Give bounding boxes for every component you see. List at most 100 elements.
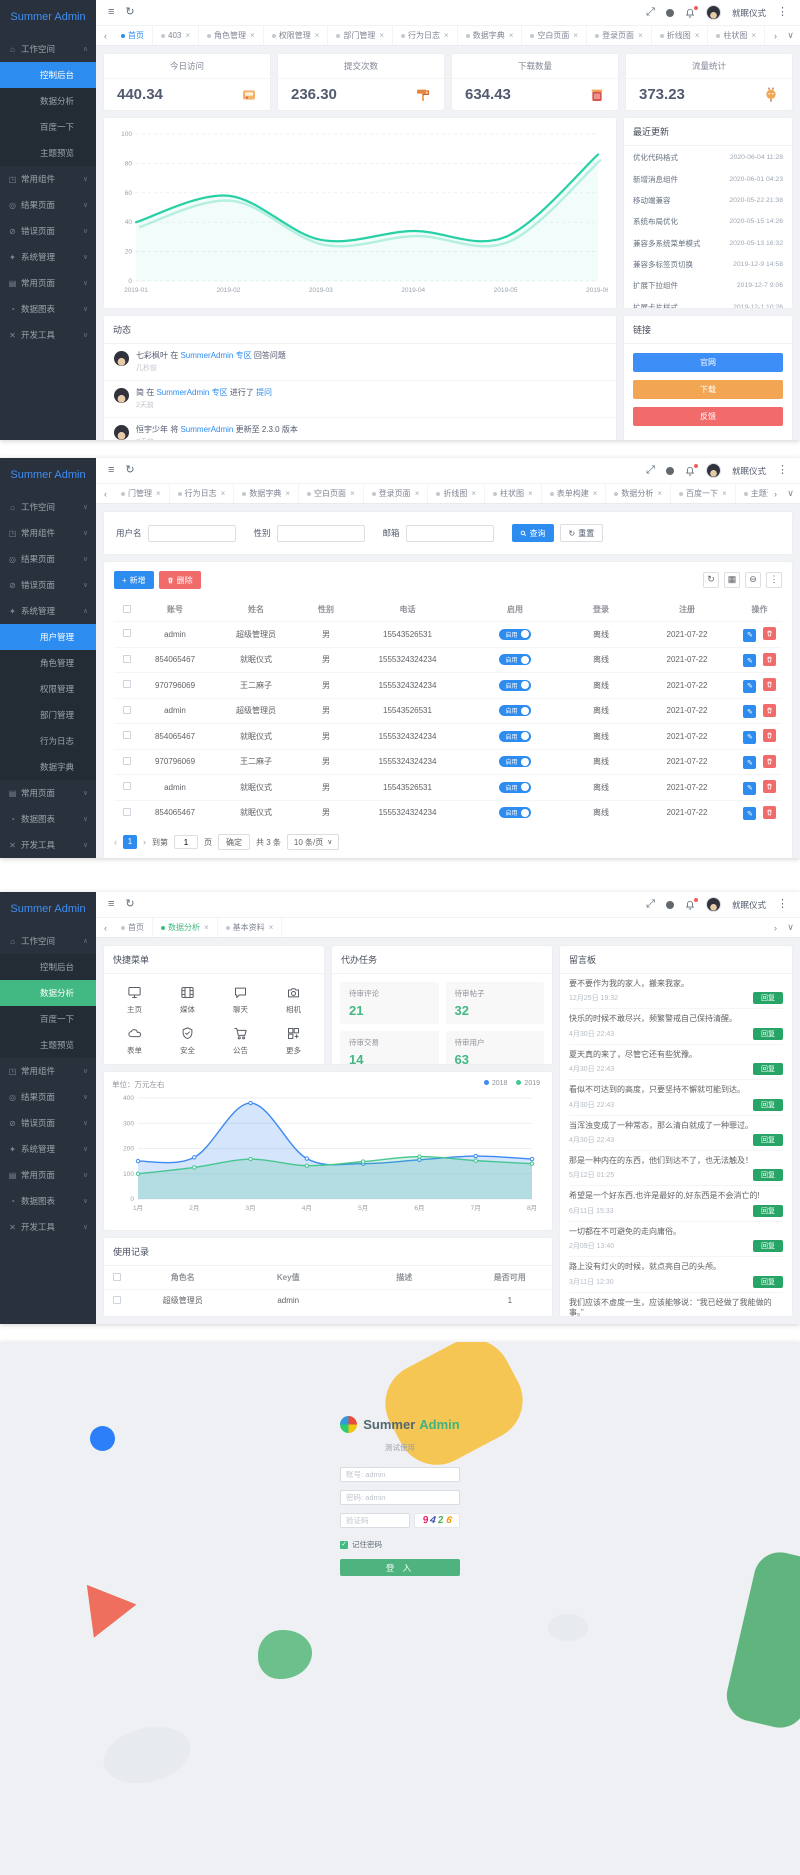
tab[interactable]: 表单构建 ×: [542, 484, 607, 503]
tab-close-icon[interactable]: ×: [204, 923, 209, 932]
row-checkbox[interactable]: [113, 1295, 121, 1304]
activity-link[interactable]: SummerAdmin: [180, 425, 234, 434]
sidebar-item[interactable]: ⌂ 工作空间 ∧: [0, 36, 96, 62]
sidebar-item[interactable]: ✦ 系统管理 ∨: [9, 252, 88, 262]
row-checkbox[interactable]: [123, 654, 131, 663]
sidebar-item[interactable]: ⊘ 错误页面 ∨: [9, 1118, 88, 1128]
tab[interactable]: 权限管理 ×: [264, 26, 329, 45]
sidebar-item[interactable]: ◔ 数据图表 ∨: [0, 806, 96, 832]
enable-toggle[interactable]: 启用: [499, 807, 531, 819]
shortcut-media[interactable]: 媒体: [161, 985, 214, 1015]
edit-row-button[interactable]: ✎: [743, 807, 757, 820]
tab-close-icon[interactable]: ×: [694, 31, 700, 40]
menu-collapse-icon[interactable]: ≡: [108, 6, 115, 18]
tab[interactable]: 空白页面 ×: [299, 484, 364, 503]
reply-button[interactable]: 回复: [753, 1063, 783, 1076]
sidebar-item[interactable]: ▤ 常用页面 ∨: [8, 278, 88, 288]
sidebar-item[interactable]: ▤ 常用页面 ∨: [8, 1170, 88, 1180]
tab-close-icon[interactable]: ×: [268, 923, 274, 932]
tab-close-icon[interactable]: ×: [414, 489, 420, 498]
sidebar-item[interactable]: 百度一下: [0, 1006, 96, 1032]
tab-close-icon[interactable]: ×: [471, 489, 477, 498]
tab-close-icon[interactable]: ×: [185, 31, 191, 40]
usage-row[interactable]: 超级管理员 admin 1: [104, 1289, 552, 1311]
tab[interactable]: 百度一下 ×: [671, 484, 736, 503]
row-checkbox[interactable]: [123, 731, 131, 740]
tab[interactable]: 首页: [113, 918, 153, 937]
theme-toggle-icon[interactable]: [665, 8, 674, 17]
password-input[interactable]: [340, 1490, 460, 1505]
reset-button[interactable]: ↻ 重置: [559, 524, 604, 542]
tab-close-icon[interactable]: ×: [722, 489, 727, 498]
row-checkbox[interactable]: [123, 807, 131, 816]
menu-collapse-icon[interactable]: ≡: [108, 898, 115, 910]
sidebar-item[interactable]: 行为日志: [0, 728, 96, 754]
row-checkbox[interactable]: [123, 680, 131, 689]
tabs-scroll-right-icon[interactable]: ›: [774, 922, 777, 933]
sidebar-item[interactable]: 主题预览: [0, 140, 96, 166]
tab[interactable]: 登录页面 ×: [364, 484, 429, 503]
shortcut-announcement[interactable]: 公告: [214, 1026, 267, 1056]
tab[interactable]: 数据字典 ×: [234, 484, 300, 503]
sidebar-item[interactable]: 权限管理: [0, 676, 96, 702]
tab[interactable]: 角色管理 ×: [199, 26, 264, 45]
table-export-icon[interactable]: ⋮: [766, 572, 782, 588]
delete-row-button[interactable]: [762, 652, 776, 666]
sidebar-item[interactable]: 主题预览: [0, 1032, 96, 1058]
tab[interactable]: 柱状图 ×: [708, 26, 766, 45]
next-page-icon[interactable]: ›: [143, 837, 146, 847]
todo-card[interactable]: 待审用户 63: [445, 1031, 544, 1064]
sidebar-item[interactable]: 角色管理: [0, 650, 96, 676]
reply-button[interactable]: 回复: [753, 992, 783, 1005]
tab[interactable]: 折线图 ×: [652, 26, 709, 45]
sex-search-input[interactable]: [276, 524, 365, 542]
tab[interactable]: 行为日志 ×: [393, 26, 458, 45]
page-size-select[interactable]: 10 条/页 ∨: [286, 834, 340, 850]
username-search-input[interactable]: [147, 524, 236, 542]
row-checkbox[interactable]: [123, 756, 131, 765]
fullscreen-icon[interactable]: ⤢: [646, 898, 655, 910]
sidebar-item[interactable]: 百度一下: [0, 114, 96, 140]
sidebar-item[interactable]: 数据分析: [0, 980, 96, 1006]
link-button[interactable]: 反馈: [633, 407, 783, 426]
tabs-scroll-right-icon[interactable]: ›: [774, 30, 777, 41]
table-density-icon[interactable]: ⊖: [745, 572, 761, 588]
more-menu-icon[interactable]: ⋮: [777, 898, 788, 910]
table-row[interactable]: 854065467 就眠仪式 男 1555324324234 启用 离线 202…: [114, 646, 782, 673]
enable-toggle[interactable]: 启用: [499, 756, 531, 768]
refresh-icon[interactable]: ↻: [125, 464, 135, 476]
theme-toggle-icon[interactable]: [665, 900, 674, 909]
tab-close-icon[interactable]: ×: [508, 31, 514, 40]
enable-toggle[interactable]: 启用: [499, 654, 531, 666]
avatar[interactable]: [705, 897, 721, 912]
tab-close-icon[interactable]: ×: [285, 489, 291, 498]
tab-close-icon[interactable]: ×: [350, 489, 355, 498]
select-all-checkbox[interactable]: [123, 604, 131, 613]
theme-toggle-icon[interactable]: [665, 466, 674, 475]
sidebar-item[interactable]: 数据分析: [0, 88, 96, 114]
edit-row-button[interactable]: ✎: [743, 679, 757, 693]
sidebar-item[interactable]: ✦ 系统管理 ∨: [9, 1144, 88, 1154]
tab[interactable]: 首页: [113, 26, 153, 45]
table-row[interactable]: 970796069 王二麻子 男 1555324324234 启用 离线 202…: [114, 748, 782, 775]
shortcut-camera[interactable]: 相机: [267, 985, 320, 1015]
tabs-dropdown-icon[interactable]: ∨: [787, 488, 794, 498]
row-checkbox[interactable]: [123, 705, 131, 714]
tab-close-icon[interactable]: ×: [250, 31, 255, 40]
page-confirm-button[interactable]: 确定: [218, 834, 250, 850]
select-all-checkbox[interactable]: [113, 1272, 121, 1281]
delete-row-button[interactable]: [762, 729, 776, 742]
sidebar-item[interactable]: ⌂ 工作空间 ∧: [0, 928, 96, 954]
sidebar-item[interactable]: 用户管理: [0, 624, 96, 650]
table-row[interactable]: admin 就眠仪式 男 15543526531 启用 离线 2021-07-2…: [114, 774, 782, 800]
tab[interactable]: 登录页面 ×: [587, 26, 652, 45]
delete-row-button[interactable]: [762, 703, 776, 717]
tabs-scroll-left-icon[interactable]: ‹: [104, 488, 107, 499]
sidebar-item[interactable]: ◎ 结果页面 ∨: [9, 200, 88, 210]
tabs-scroll-right-icon[interactable]: ›: [774, 488, 777, 499]
user-name[interactable]: 就眠仪式: [731, 899, 766, 910]
sidebar-item[interactable]: ◎ 结果页面 ∨: [9, 1092, 88, 1102]
avatar[interactable]: [705, 463, 721, 478]
sidebar-item[interactable]: ▤ 常用页面 ∨: [8, 788, 88, 798]
